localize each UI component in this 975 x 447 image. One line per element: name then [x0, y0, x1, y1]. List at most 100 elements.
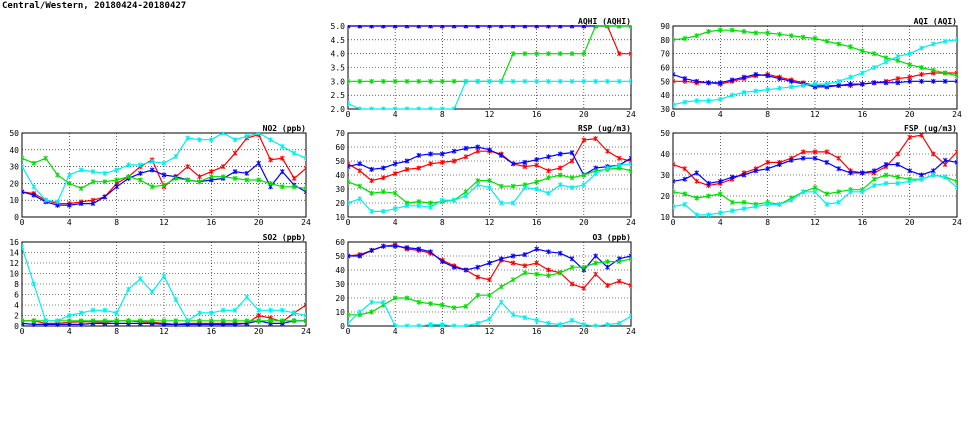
- data-point-cyan: [463, 193, 469, 199]
- y-tick-label: 70: [335, 129, 345, 138]
- data-point-cyan: [173, 154, 179, 160]
- data-point-green: [628, 256, 631, 262]
- y-tick-label: 50: [660, 77, 670, 86]
- data-point-red: [605, 148, 610, 154]
- data-point-cyan: [348, 100, 351, 106]
- data-point-blue: [102, 194, 108, 200]
- data-point-blue: [895, 80, 901, 86]
- data-point-cyan: [569, 78, 575, 84]
- data-point-blue: [78, 201, 84, 207]
- data-point-blue: [487, 25, 492, 29]
- data-point-blue: [800, 155, 806, 161]
- data-point-blue: [244, 170, 250, 176]
- data-point-green: [404, 78, 410, 84]
- data-point-blue: [463, 25, 469, 29]
- data-point-green: [907, 62, 913, 68]
- data-point-cyan: [102, 170, 108, 176]
- x-tick-label: 8: [114, 218, 119, 227]
- data-point-red: [291, 175, 297, 181]
- data-point-cyan: [628, 78, 631, 84]
- data-point-red: [616, 51, 622, 57]
- data-point-green: [55, 172, 60, 178]
- data-point-blue: [487, 147, 492, 153]
- data-point-red: [593, 136, 598, 142]
- x-tick-label: 16: [858, 218, 868, 227]
- data-point-green: [895, 174, 901, 180]
- chart-title: FSP (ug/m3): [904, 124, 957, 133]
- data-point-blue: [753, 71, 759, 77]
- y-tick-label: 2.0: [331, 105, 346, 114]
- data-point-blue: [682, 76, 688, 82]
- data-point-cyan: [416, 106, 422, 110]
- data-point-cyan: [706, 98, 711, 104]
- data-point-blue: [534, 25, 540, 29]
- y-tick-label: 10: [9, 196, 19, 205]
- x-tick-label: 20: [579, 218, 589, 227]
- data-point-cyan: [161, 273, 167, 279]
- data-point-blue: [729, 77, 735, 83]
- data-point-cyan: [90, 307, 96, 313]
- o3-chart: 0 4 8 12 16 20 24 0 10 20 30 40 50 60 O3 (ppb): [335, 233, 636, 336]
- y-tick-label: 6: [14, 291, 19, 300]
- data-point-blue: [907, 168, 913, 174]
- y-tick-label: 50: [660, 129, 670, 138]
- x-tick-label: 24: [626, 218, 636, 227]
- data-point-blue: [498, 25, 504, 29]
- y-tick-label: 2: [14, 312, 19, 321]
- y-tick-label: 0: [14, 322, 19, 331]
- plot-frame: [672, 25, 958, 110]
- data-point-green: [605, 259, 610, 265]
- data-point-blue: [137, 170, 143, 176]
- y-tick-label: 5.0: [331, 22, 346, 31]
- data-point-green: [546, 273, 551, 279]
- y-tick-label: 30: [660, 171, 670, 180]
- data-point-green: [279, 184, 285, 190]
- data-point-cyan: [871, 65, 877, 70]
- data-point-blue: [381, 165, 386, 171]
- y-tick-label: 2.5: [331, 91, 346, 100]
- data-point-cyan: [279, 143, 285, 149]
- data-point-green: [291, 184, 297, 190]
- data-point-green: [197, 179, 202, 185]
- data-point-green: [392, 190, 398, 196]
- data-point-blue: [942, 78, 948, 84]
- data-point-blue: [510, 253, 516, 259]
- data-point-cyan: [546, 78, 551, 84]
- data-point-blue: [487, 260, 492, 266]
- data-point-cyan: [883, 180, 889, 186]
- data-point-cyan: [451, 323, 457, 327]
- y-tick-label: 30: [335, 280, 345, 289]
- data-point-blue: [942, 157, 948, 163]
- data-point-red: [954, 149, 957, 155]
- data-point-green: [800, 34, 806, 40]
- data-point-cyan: [812, 189, 818, 195]
- data-point-blue: [569, 25, 575, 29]
- data-point-green: [244, 318, 250, 324]
- y-tick-label: 70: [660, 50, 670, 59]
- data-point-green: [628, 25, 631, 29]
- data-point-cyan: [149, 289, 155, 295]
- y-tick-label: 40: [660, 91, 670, 100]
- y-tick-label: 90: [660, 22, 670, 31]
- data-point-green: [682, 35, 688, 41]
- data-point-red: [836, 155, 842, 161]
- data-point-green: [137, 177, 143, 183]
- data-point-cyan: [824, 81, 830, 87]
- data-point-cyan: [256, 132, 262, 136]
- data-point-cyan: [673, 204, 676, 209]
- y-tick-label: 60: [335, 238, 345, 247]
- data-point-blue: [463, 145, 469, 151]
- data-point-blue: [557, 151, 563, 157]
- y-tick-label: 0: [14, 213, 19, 222]
- data-point-green: [256, 318, 262, 324]
- data-point-green: [777, 31, 782, 37]
- data-point-green: [22, 318, 25, 324]
- data-point-green: [78, 318, 84, 324]
- data-point-red: [475, 274, 481, 280]
- data-point-cyan: [593, 323, 598, 327]
- y-tick-label: 8: [14, 280, 19, 289]
- data-point-cyan: [369, 299, 374, 305]
- data-point-cyan: [717, 96, 723, 102]
- data-point-green: [232, 175, 238, 181]
- y-tick-label: 12: [9, 259, 19, 268]
